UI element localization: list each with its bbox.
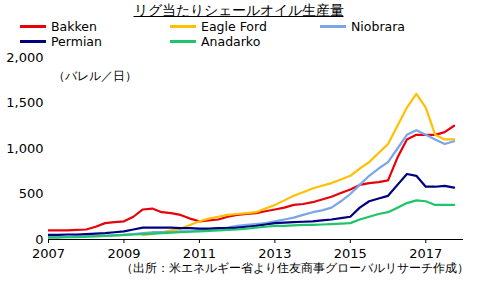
svg-text:（バレル／日）: （バレル／日） xyxy=(53,69,137,83)
svg-text:1,500: 1,500 xyxy=(6,95,43,110)
svg-text:2011: 2011 xyxy=(183,246,216,261)
html-text:Eagle Ford: Eagle Ford xyxy=(201,19,267,34)
svg-text:2013: 2013 xyxy=(258,246,291,261)
svg-text:1,000: 1,000 xyxy=(6,141,43,156)
svg-text:500: 500 xyxy=(19,186,44,201)
html-text:Niobrara: Niobrara xyxy=(351,19,405,34)
svg-text:2009: 2009 xyxy=(107,246,140,261)
html-text:リグ当たりシェールオイル生産量: リグ当たりシェールオイル生産量 xyxy=(133,2,344,18)
svg-text:0: 0 xyxy=(35,232,43,247)
html-text:Permian: Permian xyxy=(51,34,102,49)
html-text:Anadarko: Anadarko xyxy=(201,34,261,49)
svg-text:2,000: 2,000 xyxy=(6,50,43,65)
svg-text:2007: 2007 xyxy=(32,246,65,261)
html-text:（出所：米エネルギー省より住友商事グローバルリサーチ作成）: （出所：米エネルギー省より住友商事グローバルリサーチ作成） xyxy=(121,261,469,275)
svg-text:2015: 2015 xyxy=(334,246,367,261)
html-text:Bakken: Bakken xyxy=(51,19,97,34)
svg-text:2017: 2017 xyxy=(409,246,442,261)
